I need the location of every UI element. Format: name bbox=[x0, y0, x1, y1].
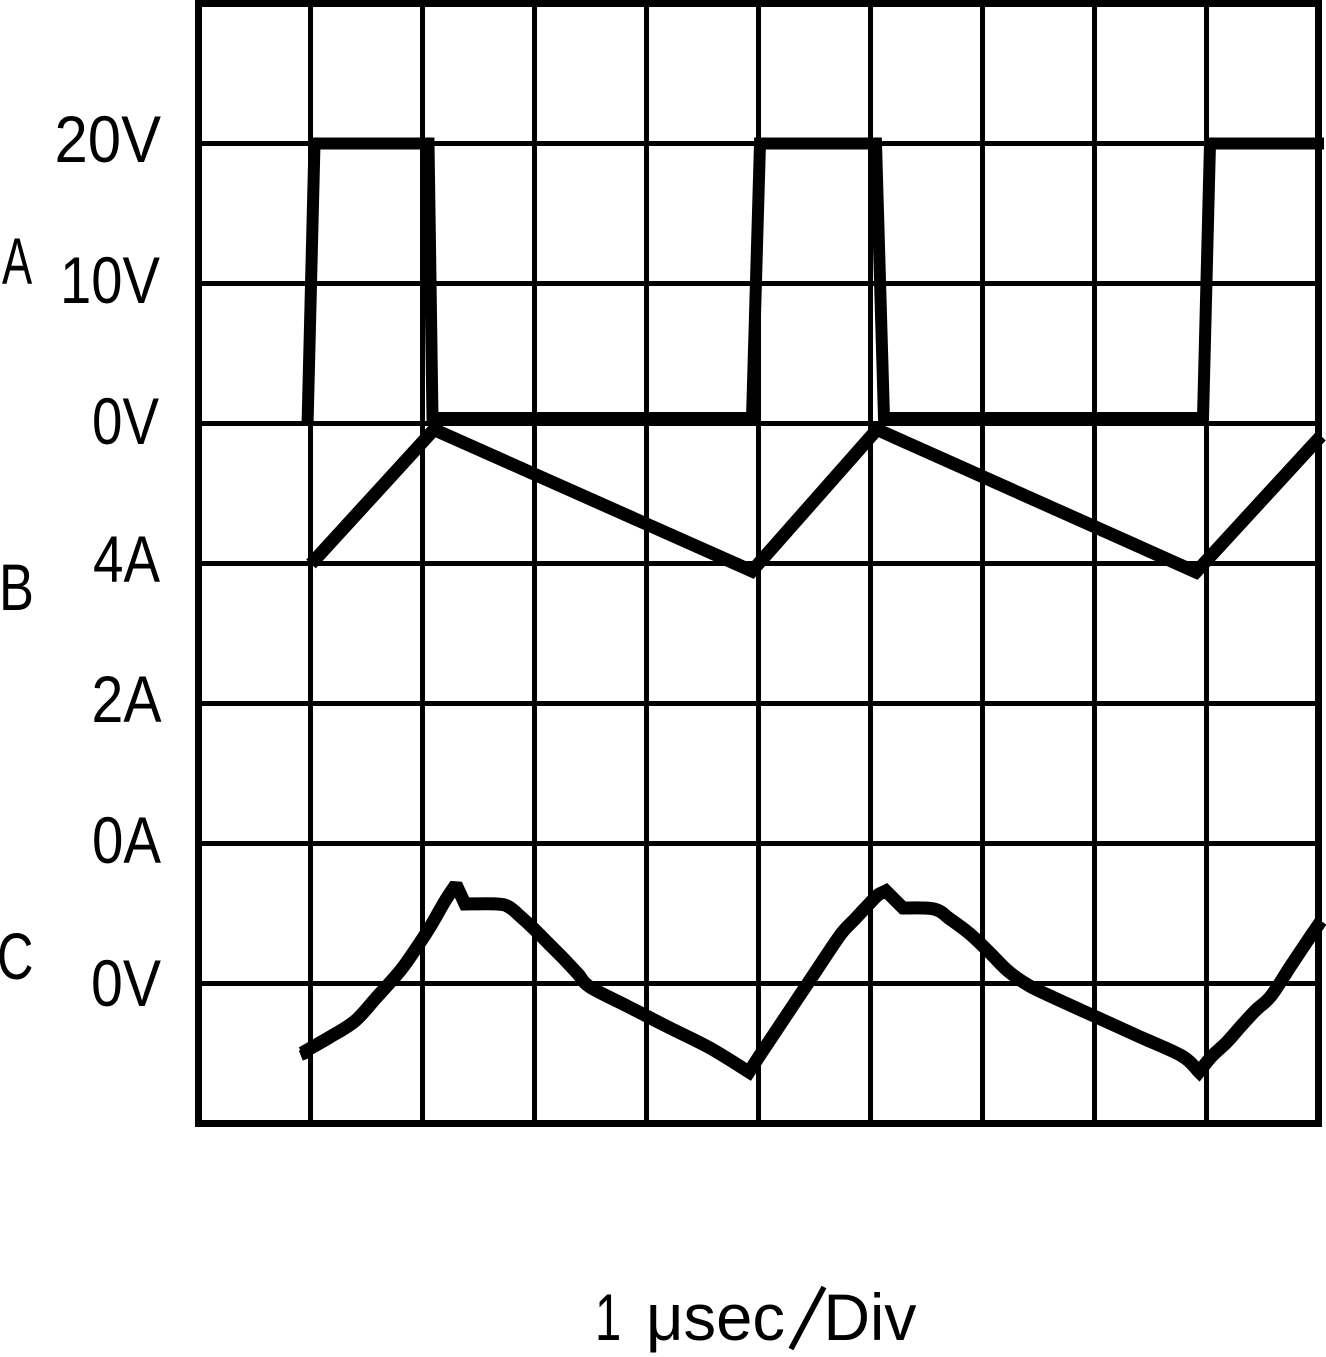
svg-text:Div: Div bbox=[824, 1281, 917, 1354]
svg-text:0V: 0V bbox=[91, 947, 161, 1020]
svg-text:20V: 20V bbox=[55, 103, 162, 176]
svg-text:C: C bbox=[0, 921, 33, 994]
svg-text:4A: 4A bbox=[93, 523, 160, 596]
svg-text:10V: 10V bbox=[60, 244, 160, 317]
svg-text:0V: 0V bbox=[92, 385, 159, 458]
svg-text:A: A bbox=[2, 225, 33, 298]
svg-text:B: B bbox=[0, 550, 34, 624]
svg-text:2A: 2A bbox=[92, 663, 162, 736]
svg-text:1: 1 bbox=[595, 1281, 621, 1354]
svg-text:μsec: μsec bbox=[646, 1281, 785, 1354]
svg-text:0A: 0A bbox=[92, 804, 161, 877]
